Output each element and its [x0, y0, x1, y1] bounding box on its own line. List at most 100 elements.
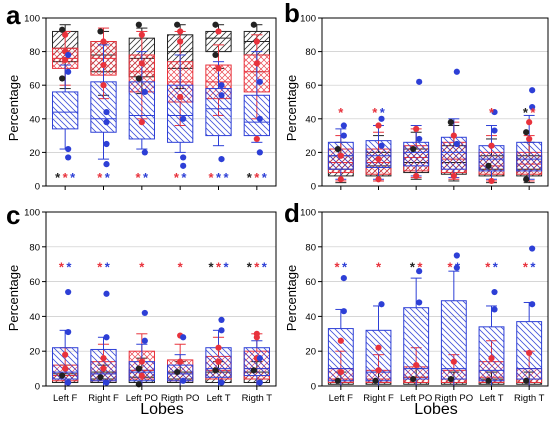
outlier-point [337, 337, 344, 344]
outlier-point [215, 344, 222, 351]
x-tick-label: Left T [206, 393, 230, 404]
outlier-point [177, 93, 184, 101]
outlier-point [180, 162, 187, 169]
outlier-point [453, 252, 460, 259]
outlier-point [62, 56, 69, 64]
outlier-point [416, 268, 423, 275]
significance-star: * [105, 170, 111, 185]
significance-star: * [380, 105, 386, 120]
significance-star: * [139, 260, 145, 275]
y-tick-label: 0 [35, 182, 40, 193]
outlier-point [65, 328, 72, 336]
outlier-point [138, 358, 145, 365]
box-blue [90, 81, 117, 133]
outlier-point [65, 51, 72, 59]
significance-star: * [208, 260, 214, 275]
significance-star: * [530, 105, 536, 120]
plot-c: 0 20 40 60 80 100 Left F Right F Left PO Rigth PO… [24, 208, 277, 404]
outlier-point [375, 344, 382, 351]
outlier-point [375, 156, 382, 163]
outlier-point [529, 301, 536, 308]
box-blue [167, 84, 194, 143]
outlier-point [180, 377, 187, 384]
y-tick-label: 100 [300, 208, 316, 219]
outlier-point [138, 119, 145, 126]
y-tick-label: 40 [29, 114, 40, 125]
y-axis-label: Percentage [284, 75, 299, 142]
significance-star: * [63, 170, 69, 185]
outlier-point [372, 377, 379, 384]
outlier-point [337, 176, 344, 183]
significance-star: * [59, 260, 65, 275]
outlier-point [65, 379, 72, 386]
significance-star: * [523, 105, 529, 120]
outlier-point [340, 132, 347, 139]
box-blue [365, 140, 392, 169]
y-tick-label: 20 [29, 347, 40, 358]
outlier-point [215, 65, 222, 72]
y-tick-label: 60 [305, 277, 316, 288]
y-axis-label: Percentage [6, 75, 21, 142]
outlier-point [135, 21, 142, 28]
box-blue [243, 94, 270, 137]
outlier-point [253, 38, 260, 45]
significance-star: * [489, 105, 495, 120]
significance-star: * [410, 260, 416, 275]
outlier-point [491, 127, 498, 134]
outlier-point [65, 68, 72, 75]
box-blue [440, 136, 467, 170]
outlier-point [174, 21, 181, 28]
outlier-point [253, 334, 260, 341]
plot-frame [45, 17, 277, 187]
outlier-point [416, 299, 423, 306]
significance-star: * [178, 260, 184, 275]
box-blue [403, 307, 430, 380]
significance-star: * [338, 105, 344, 120]
outlier-point [526, 135, 533, 143]
outlier-point [65, 154, 72, 161]
outlier-point [218, 92, 225, 99]
y-axis-label: Percentage [284, 265, 299, 332]
outlier-point [416, 78, 423, 85]
outlier-point [218, 379, 225, 386]
outlier-point [378, 301, 385, 308]
outlier-point [375, 122, 382, 129]
outlier-point [180, 115, 187, 122]
outlier-point [337, 368, 344, 376]
outlier-point [447, 119, 454, 126]
outlier-point [378, 115, 385, 122]
significance-star: * [254, 260, 260, 275]
outlier-point [253, 135, 260, 143]
plot-frame [321, 211, 549, 387]
outlier-point [180, 154, 187, 161]
y-axis-label: Percentage [6, 265, 21, 332]
outlier-point [413, 125, 420, 132]
significance-star: * [372, 105, 378, 120]
outlier-point [103, 140, 110, 148]
outlier-point [416, 135, 423, 143]
y-tick-label: 80 [305, 242, 316, 253]
outlier-point [256, 379, 263, 386]
outlier-point [250, 21, 257, 28]
outlier-point [218, 316, 225, 323]
x-axis-label: Lobes [414, 401, 458, 418]
outlier-point [413, 172, 420, 180]
x-tick-label: Rigth PO [161, 393, 200, 404]
panel-b: b Percentage [284, 0, 300, 141]
outlier-point [59, 26, 66, 33]
outlier-point [523, 129, 530, 136]
x-tick-label: Left PO [126, 393, 158, 404]
outlier-point [138, 31, 145, 38]
box-blue [478, 145, 505, 172]
x-tick-label: Left T [479, 393, 503, 404]
significance-star: * [247, 260, 253, 275]
outlier-point [103, 379, 110, 386]
outlier-point [488, 355, 495, 362]
outlier-point [100, 38, 107, 45]
outlier-point [485, 377, 492, 384]
y-tick-label: 100 [24, 208, 40, 219]
